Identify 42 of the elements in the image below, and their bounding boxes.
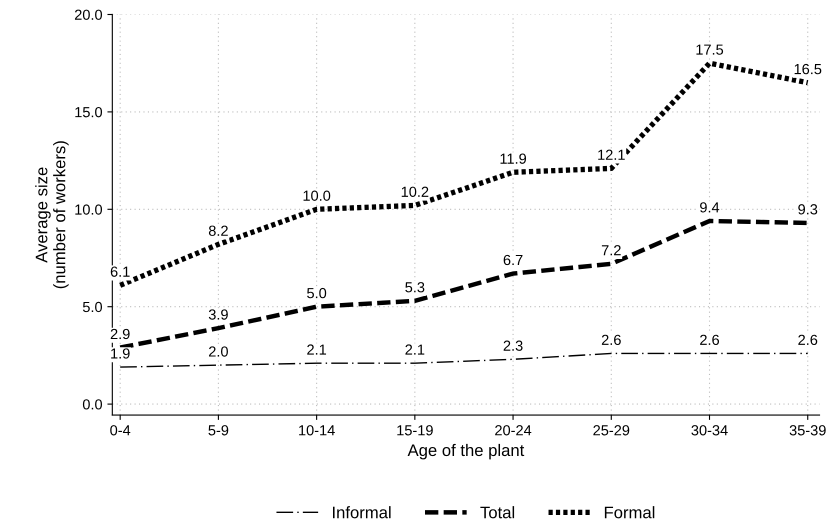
x-tick-label: 35-39 <box>790 425 826 436</box>
data-label: 1.9 <box>111 348 130 359</box>
data-label: 16.5 <box>794 64 822 74</box>
data-label: 2.6 <box>602 334 621 346</box>
data-label: 10.0 <box>304 190 330 201</box>
y-axis-title: Average size (number of workers) <box>35 141 69 288</box>
y-tick-label: 5.0 <box>82 302 102 312</box>
data-label: 6.1 <box>110 266 130 277</box>
data-label: 8.2 <box>208 226 228 236</box>
x-tick-label: 0-4 <box>110 425 130 436</box>
data-label: 2.3 <box>504 340 523 351</box>
data-label: 7.2 <box>602 245 621 256</box>
x-tick-label: 15-19 <box>397 425 433 436</box>
y-tick-label: 0.0 <box>82 399 102 410</box>
data-label: 11.9 <box>500 154 526 164</box>
y-tick-label: 15.0 <box>75 106 102 118</box>
y-tick-label: 10.0 <box>75 204 102 215</box>
data-label: 3.9 <box>208 309 228 320</box>
x-tick-label: 25-29 <box>593 425 630 436</box>
y-tick-label: 20.0 <box>74 10 102 20</box>
data-label: 2.6 <box>798 334 818 346</box>
x-tick-label: 30-34 <box>691 425 728 436</box>
legend-label: Total <box>480 506 514 518</box>
data-label: 9.3 <box>798 204 818 214</box>
data-label: 9.4 <box>700 202 720 213</box>
data-label: 2.1 <box>405 344 424 355</box>
data-label: 2.9 <box>110 328 130 340</box>
x-tick-label: 5-9 <box>208 425 228 436</box>
data-label: 17.5 <box>696 44 724 55</box>
legend-label: Informal <box>333 506 391 518</box>
data-label: 5.3 <box>405 282 424 292</box>
data-label: 12.1 <box>598 150 625 160</box>
data-label: 5.0 <box>307 288 326 298</box>
x-axis-title: Age of the plant <box>408 444 524 460</box>
x-tick-label: 20-24 <box>495 425 532 436</box>
data-label: 2.6 <box>700 334 720 346</box>
data-label: 2.1 <box>307 344 326 355</box>
data-label: 10.2 <box>402 186 428 197</box>
data-label: 6.7 <box>504 254 522 266</box>
x-tick-label: 10-14 <box>299 425 335 436</box>
legend-label: Formal <box>604 506 654 518</box>
data-label: 2.0 <box>209 346 228 357</box>
